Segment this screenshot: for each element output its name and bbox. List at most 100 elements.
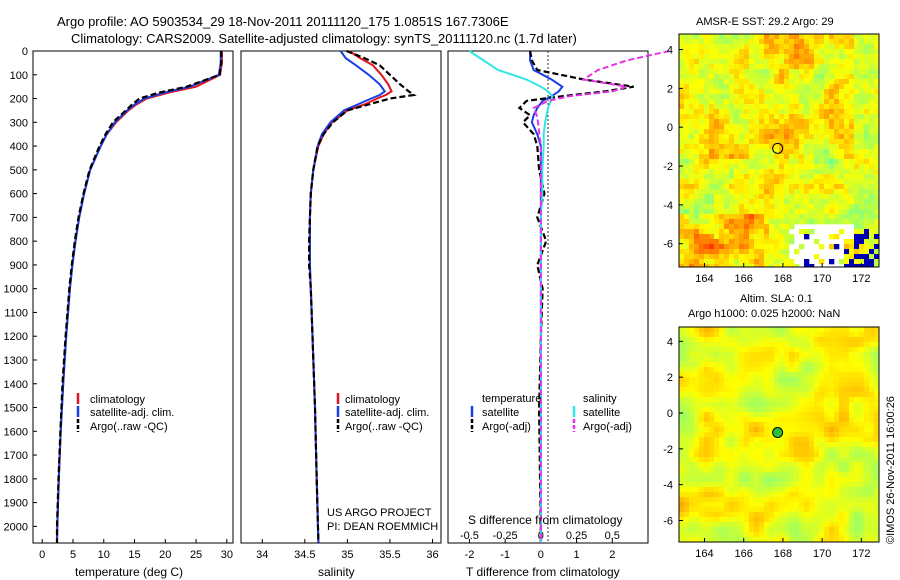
sla-cell [754,347,760,353]
sst-cell [749,89,755,95]
sst-cell [734,129,740,135]
sla-cell [824,352,830,358]
sla-cell [684,407,690,413]
sla-cell [829,427,835,433]
sst-cell [729,64,735,70]
sla-cell [769,392,775,398]
sla-cell [739,337,745,343]
sst-cell [724,54,730,60]
sst-cell [749,189,755,195]
credit-project: US ARGO PROJECT [327,507,432,519]
sla-cell [849,342,855,348]
sst-cell [859,194,865,200]
sla-cell [839,392,845,398]
sst-cell [714,184,720,190]
depth-tick-label: 1900 [4,498,28,510]
sst-cell [834,129,840,135]
sst-cell [719,174,725,180]
sst-cell [844,119,850,125]
sla-cell [709,482,715,488]
sla-cell [819,357,825,363]
sla-cell [829,487,835,493]
sst-cell [839,179,845,185]
x-tick-label: 2 [609,549,615,561]
sla-cell [874,402,879,408]
sst-cell [694,244,700,250]
sst-cell [774,234,780,240]
sst-cell [684,39,690,45]
sst-cell [719,114,725,120]
sla-cell [759,467,765,473]
sst-cell [689,109,695,115]
sst-cell [684,169,690,175]
sst-cell [839,34,845,40]
sst-cell [774,174,780,180]
sst-cell [744,239,750,245]
sst-cell [869,49,875,55]
sst-cell [784,44,790,50]
sla-cell [859,352,865,358]
sla-cell [839,512,845,518]
sla-cell [814,452,820,458]
sst-cell [709,164,715,170]
sst-cell [804,69,810,75]
sst-cell [829,164,835,170]
sla-cell [824,387,830,393]
sla-cell [709,392,715,398]
sla-cell [859,467,865,473]
sla-cell [724,447,730,453]
sst-cell [729,229,735,235]
sst-cell [849,244,855,250]
sst-cell [819,74,825,80]
sst-cell [709,99,715,105]
sla-cell [834,332,840,338]
sla-cell [799,437,805,443]
sst-cell [689,129,695,135]
sst-cell [814,69,820,75]
sla-cell [824,502,830,508]
sla-cell [739,502,745,508]
sla-cell [854,332,860,338]
sla-cell [849,367,855,373]
sst-cell [814,159,820,165]
depth-tick-label: 200 [10,94,28,106]
sla-cell [709,357,715,363]
sla-cell [809,522,815,528]
sla-cell [784,537,790,542]
sla-cell [859,387,865,393]
sst-cell [774,254,780,260]
sst-cell [749,244,755,250]
sst-cell [729,164,735,170]
sst-cell [684,59,690,65]
sla-cell [684,382,690,388]
sla-cell [764,332,770,338]
sla-cell [864,377,870,383]
sst-cell [759,79,765,85]
sla-cell [864,482,870,488]
sla-cell [764,437,770,443]
sla-cell [839,412,845,418]
sst-cell [824,174,830,180]
sla-cell [819,427,825,433]
sst-cell [734,124,740,130]
sla-cell [749,517,755,523]
sst-cell [809,114,815,120]
sla-cell [689,447,695,453]
sst-cell [809,119,815,125]
sla-cell [679,327,685,333]
sst-cell [874,249,879,255]
sla-cell [799,397,805,403]
sst-cell [794,79,800,85]
sla-cell [829,417,835,423]
sla-cell [684,522,690,528]
sst-cell [819,259,825,265]
sst-cell [829,209,835,215]
sla-cell [774,532,780,538]
sla-cell [719,477,725,483]
sla-cell [819,327,825,333]
sst-cell [824,214,830,220]
sst-cell [799,149,805,155]
sst-cell [729,49,735,55]
sst-cell [819,59,825,65]
sst-cell [739,264,745,267]
